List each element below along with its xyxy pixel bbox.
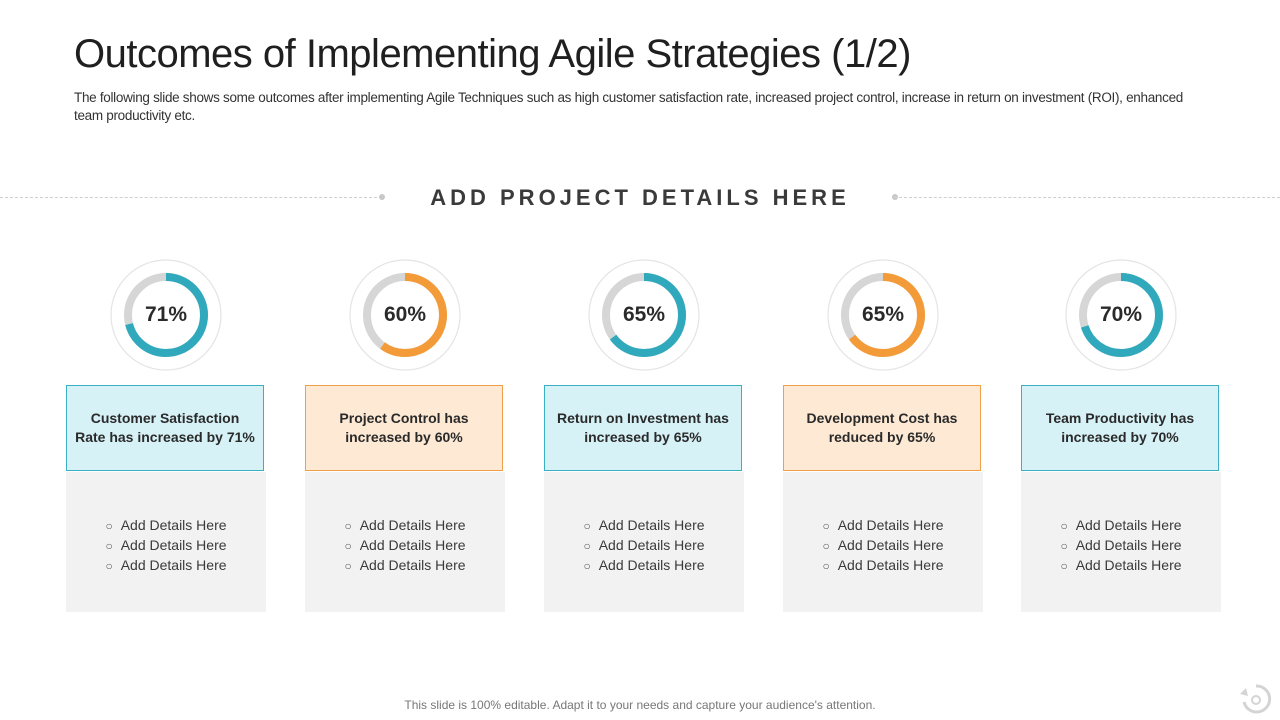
detail-text: Add Details Here bbox=[598, 517, 705, 533]
list-item: ○ Add Details Here bbox=[544, 516, 744, 536]
list-item: ○ Add Details Here bbox=[1021, 556, 1221, 576]
outcome-heading-box: Team Productivity has increased by 70% bbox=[1021, 385, 1219, 471]
detail-text: Add Details Here bbox=[837, 517, 944, 533]
brand-logo-icon bbox=[1240, 684, 1272, 714]
circle-bullet-icon: ○ bbox=[822, 519, 830, 533]
list-item: ○ Add Details Here bbox=[1021, 536, 1221, 556]
circle-bullet-icon: ○ bbox=[1060, 519, 1068, 533]
detail-text: Add Details Here bbox=[359, 517, 466, 533]
list-item: ○ Add Details Here bbox=[66, 556, 266, 576]
donut-gauge bbox=[827, 259, 939, 371]
gauge-value-arc bbox=[124, 273, 208, 357]
details-panel: ○ Add Details Here ○ Add Details Here ○ Add… bbox=[1021, 472, 1221, 612]
outcome-heading: Development Cost has reduced by 65% bbox=[806, 410, 958, 445]
divider-left bbox=[0, 197, 382, 198]
list-item: ○ Add Details Here bbox=[544, 556, 744, 576]
circle-bullet-icon: ○ bbox=[105, 539, 113, 553]
outcome-card: 65% Development Cost has reduced by 65% … bbox=[783, 258, 983, 612]
outcome-heading: Team Productivity has increased by 70% bbox=[1045, 410, 1195, 445]
gauge-value-arc bbox=[363, 273, 447, 357]
donut-gauge bbox=[1065, 259, 1177, 371]
list-item: ○ Add Details Here bbox=[783, 536, 983, 556]
detail-text: Add Details Here bbox=[837, 537, 944, 553]
list-item: ○ Add Details Here bbox=[544, 536, 744, 556]
circle-bullet-icon: ○ bbox=[822, 559, 830, 573]
outcome-heading-box: Return on Investment has increased by 65… bbox=[544, 385, 742, 471]
detail-text: Add Details Here bbox=[1075, 517, 1182, 533]
gauge-percent-label: 65% bbox=[622, 303, 666, 326]
gauge-percent-label: 65% bbox=[861, 303, 905, 326]
outcome-card: 71% Customer Satisfaction Rate has incre… bbox=[66, 258, 266, 612]
detail-text: Add Details Here bbox=[1075, 557, 1182, 573]
outcome-heading-box: Development Cost has reduced by 65% bbox=[783, 385, 981, 471]
list-item: ○ Add Details Here bbox=[66, 536, 266, 556]
divider-right bbox=[894, 197, 1280, 198]
outcome-card: 60% Project Control has increased by 60%… bbox=[305, 258, 505, 612]
details-panel: ○ Add Details Here ○ Add Details Here ○ Add… bbox=[305, 472, 505, 612]
circle-bullet-icon: ○ bbox=[1060, 559, 1068, 573]
divider-dot-left bbox=[379, 194, 385, 200]
circle-bullet-icon: ○ bbox=[344, 559, 352, 573]
circle-bullet-icon: ○ bbox=[822, 539, 830, 553]
gauge-value-arc bbox=[602, 273, 686, 357]
gauge-percent-label: 70% bbox=[1099, 303, 1143, 326]
detail-text: Add Details Here bbox=[598, 537, 705, 553]
outcome-heading: Return on Investment has increased by 65… bbox=[557, 410, 729, 445]
circle-bullet-icon: ○ bbox=[105, 559, 113, 573]
circle-bullet-icon: ○ bbox=[344, 539, 352, 553]
slide-title: Outcomes of Implementing Agile Strategie… bbox=[74, 32, 911, 76]
detail-text: Add Details Here bbox=[837, 557, 944, 573]
circle-bullet-icon: ○ bbox=[583, 559, 591, 573]
list-item: ○ Add Details Here bbox=[783, 516, 983, 536]
details-list: ○ Add Details Here ○ Add Details Here ○ Add… bbox=[305, 516, 505, 576]
circle-bullet-icon: ○ bbox=[583, 539, 591, 553]
circle-bullet-icon: ○ bbox=[344, 519, 352, 533]
list-item: ○ Add Details Here bbox=[1021, 516, 1221, 536]
details-list: ○ Add Details Here ○ Add Details Here ○ Add… bbox=[66, 516, 266, 576]
details-list: ○ Add Details Here ○ Add Details Here ○ Add… bbox=[1021, 516, 1221, 576]
list-item: ○ Add Details Here bbox=[66, 516, 266, 536]
gauge-value-arc bbox=[1079, 273, 1163, 357]
outcome-heading: Customer Satisfaction Rate has increased… bbox=[75, 410, 255, 445]
outcome-heading: Project Control has increased by 60% bbox=[339, 410, 469, 445]
slide-footer: This slide is 100% editable. Adapt it to… bbox=[404, 698, 876, 712]
circle-bullet-icon: ○ bbox=[1060, 539, 1068, 553]
list-item: ○ Add Details Here bbox=[305, 536, 505, 556]
detail-text: Add Details Here bbox=[1075, 537, 1182, 553]
outcome-card: 70% Team Productivity has increased by 7… bbox=[1021, 258, 1221, 612]
gauge-percent-label: 71% bbox=[144, 303, 188, 326]
detail-text: Add Details Here bbox=[120, 517, 227, 533]
gauge-value-arc bbox=[841, 273, 925, 357]
outcome-heading-box: Customer Satisfaction Rate has increased… bbox=[66, 385, 264, 471]
circle-bullet-icon: ○ bbox=[583, 519, 591, 533]
detail-text: Add Details Here bbox=[120, 537, 227, 553]
detail-text: Add Details Here bbox=[359, 557, 466, 573]
detail-text: Add Details Here bbox=[359, 537, 466, 553]
gauge-percent-label: 60% bbox=[383, 303, 427, 326]
slide-subtitle: The following slide shows some outcomes … bbox=[74, 90, 1183, 123]
donut-gauge bbox=[588, 259, 700, 371]
details-panel: ○ Add Details Here ○ Add Details Here ○ Add… bbox=[66, 472, 266, 612]
list-item: ○ Add Details Here bbox=[305, 556, 505, 576]
outcome-card: 65% Return on Investment has increased b… bbox=[544, 258, 744, 612]
details-panel: ○ Add Details Here ○ Add Details Here ○ Add… bbox=[544, 472, 744, 612]
circle-bullet-icon: ○ bbox=[105, 519, 113, 533]
outcome-heading-box: Project Control has increased by 60% bbox=[305, 385, 503, 471]
details-list: ○ Add Details Here ○ Add Details Here ○ Add… bbox=[544, 516, 744, 576]
list-item: ○ Add Details Here bbox=[305, 516, 505, 536]
section-heading: ADD PROJECT DETAILS HERE bbox=[430, 185, 850, 210]
detail-text: Add Details Here bbox=[598, 557, 705, 573]
list-item: ○ Add Details Here bbox=[783, 556, 983, 576]
details-panel: ○ Add Details Here ○ Add Details Here ○ Add… bbox=[783, 472, 983, 612]
detail-text: Add Details Here bbox=[120, 557, 227, 573]
donut-gauge bbox=[349, 259, 461, 371]
donut-gauge bbox=[110, 259, 222, 371]
details-list: ○ Add Details Here ○ Add Details Here ○ Add… bbox=[783, 516, 983, 576]
